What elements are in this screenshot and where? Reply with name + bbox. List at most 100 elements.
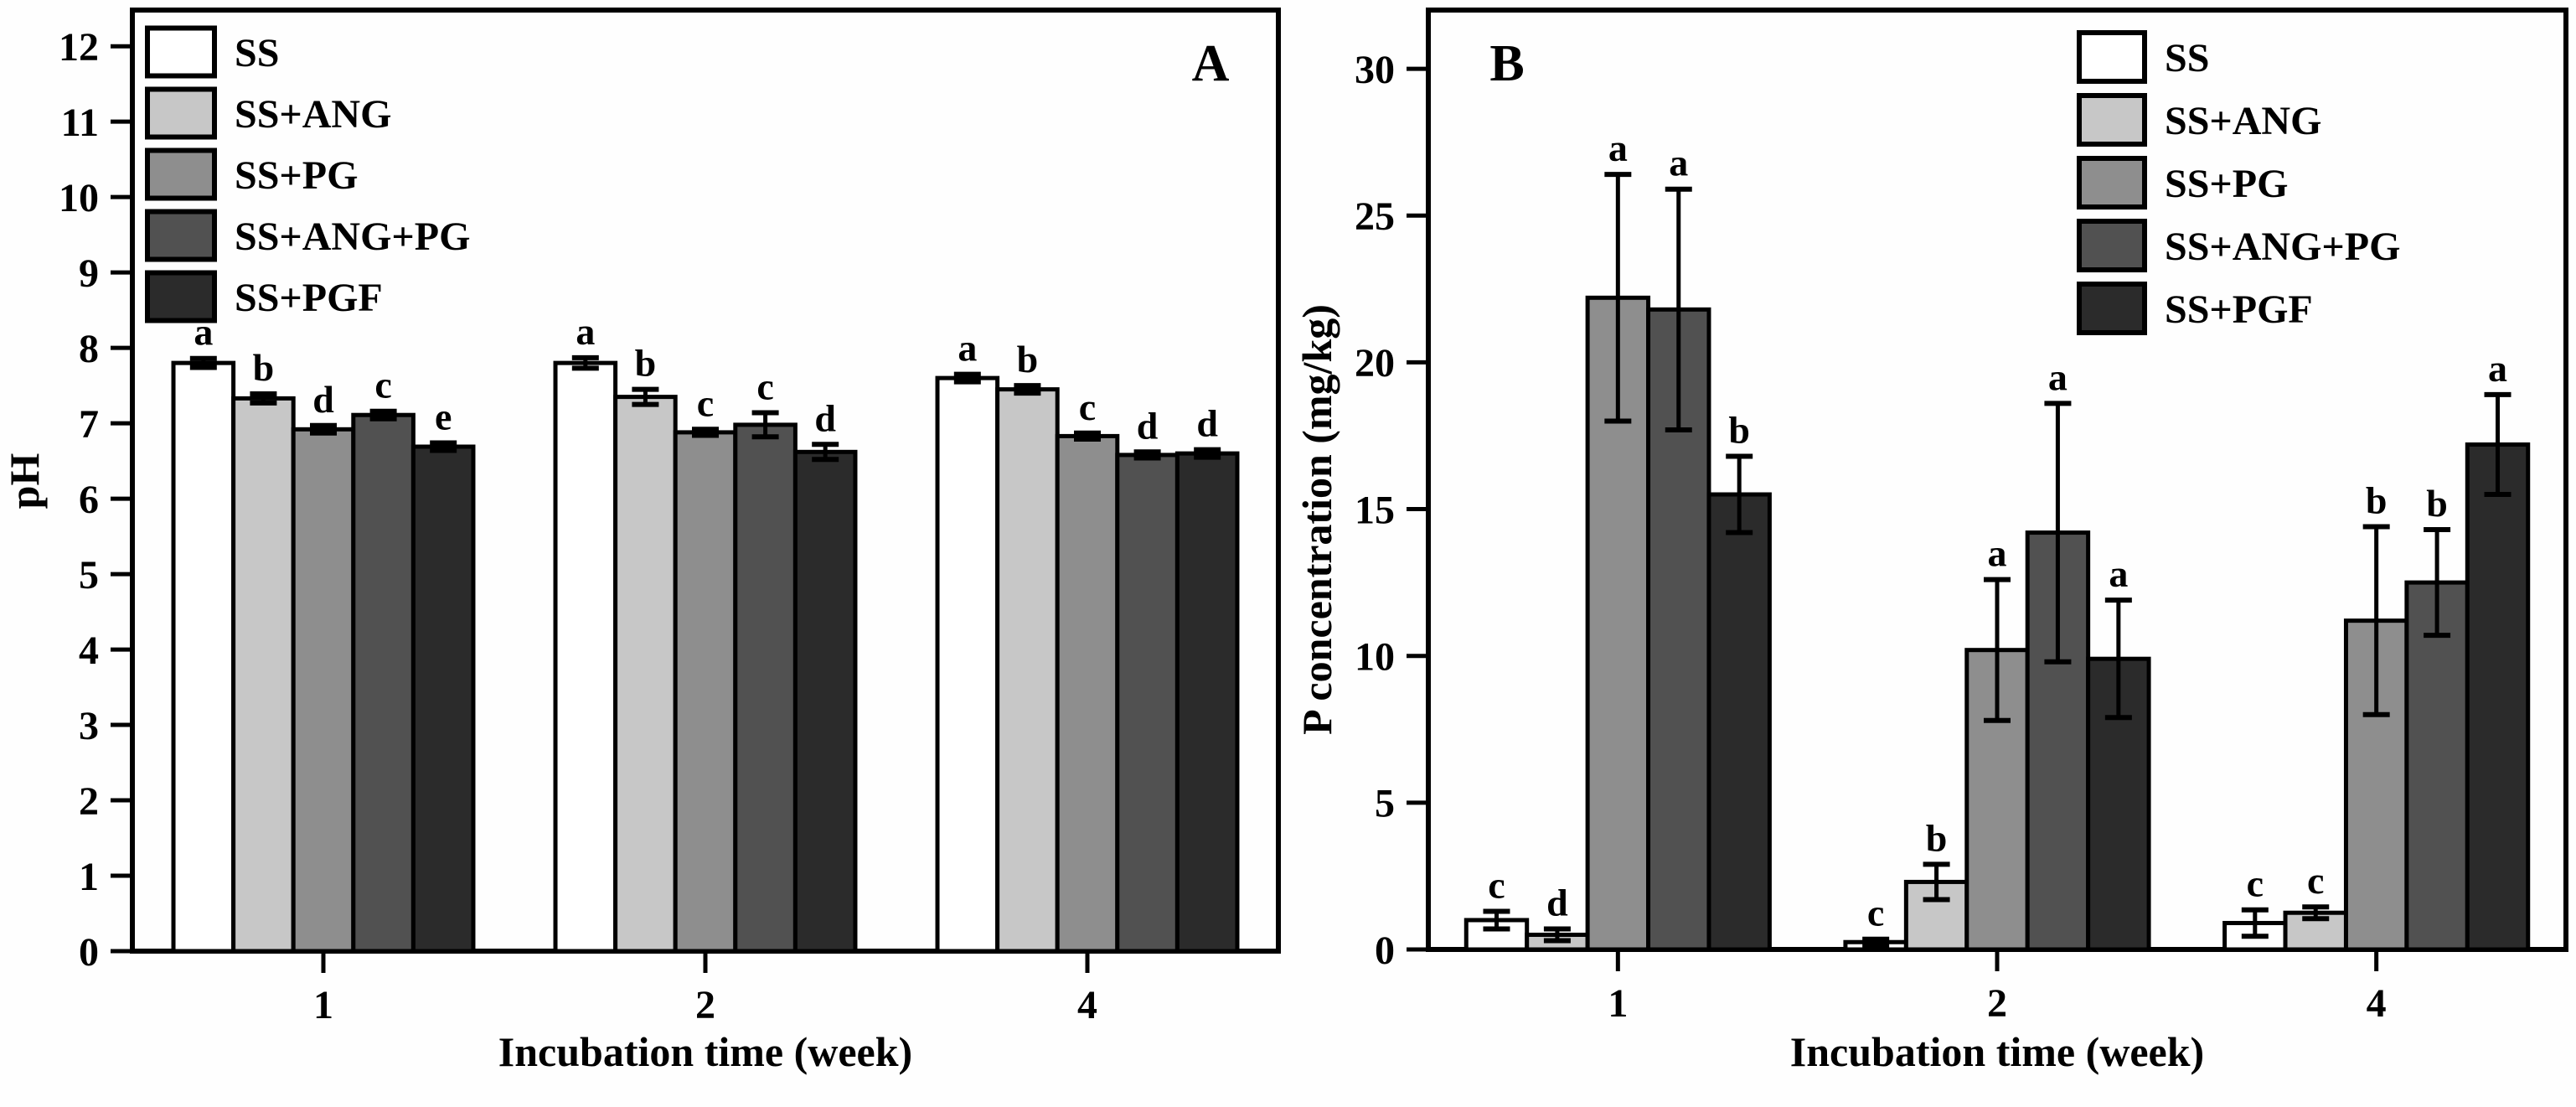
bar xyxy=(351,412,416,954)
bar xyxy=(2465,442,2531,952)
bar xyxy=(2404,580,2470,952)
legend-label: SS+PGF xyxy=(2165,287,2313,332)
x-tick-label: 2 xyxy=(695,983,715,1027)
y-tick-label: 0 xyxy=(1375,929,1395,973)
y-tick-label: 8 xyxy=(79,327,99,371)
significance-letter: c xyxy=(756,365,773,408)
legend-swatch xyxy=(145,209,217,262)
panel-label-b: B xyxy=(1489,35,1524,92)
bar xyxy=(410,444,476,954)
significance-letter: a xyxy=(1988,532,2007,575)
significance-letter: a xyxy=(1669,142,1688,184)
legend-label: SS+ANG+PG xyxy=(235,215,470,259)
legend-item: SS+ANG+PG xyxy=(2077,219,2400,272)
significance-letter: c xyxy=(697,381,714,424)
legend-item: SS+PG xyxy=(2077,156,2288,210)
x-tick-label: 2 xyxy=(1987,981,2007,1026)
bar xyxy=(553,360,618,954)
significance-letter: e xyxy=(435,396,452,438)
panel-label-a: A xyxy=(1192,35,1230,92)
y-tick-label: 5 xyxy=(1375,782,1395,826)
x-axis-title-a: Incubation time (week) xyxy=(498,1028,912,1075)
significance-letter: c xyxy=(2307,859,2324,902)
y-tick-label: 11 xyxy=(61,101,99,145)
legend-swatch xyxy=(145,86,217,140)
legend-item: SS+ANG xyxy=(145,86,391,140)
significance-letter: a xyxy=(2109,552,2128,595)
significance-letter: b xyxy=(253,346,275,389)
y-tick-label: 1 xyxy=(79,855,99,899)
bar xyxy=(1174,451,1240,954)
legend-label: SS+ANG+PG xyxy=(2165,225,2400,269)
significance-letter: d xyxy=(1196,402,1218,445)
legend-swatch xyxy=(2077,219,2147,272)
y-tick-label: 7 xyxy=(79,402,99,447)
significance-letter: b xyxy=(1728,408,1750,451)
y-tick-label: 0 xyxy=(79,930,99,975)
significance-letter: a xyxy=(2488,347,2507,390)
significance-letter: a xyxy=(1608,127,1628,169)
y-tick-label: 5 xyxy=(79,553,99,597)
legend-swatch xyxy=(145,25,217,79)
x-axis-title-b: Incubation time (week) xyxy=(1790,1028,2204,1075)
legend-item: SS xyxy=(2077,30,2209,84)
y-axis-title-a: pH xyxy=(1,453,48,510)
y-axis-title-b: P concentration (mg/kg) xyxy=(1293,304,1340,735)
legend-label: SS+PG xyxy=(2165,162,2288,206)
bar xyxy=(733,422,798,954)
legend-label: SS+ANG xyxy=(2165,99,2321,143)
legend-swatch xyxy=(2077,156,2147,210)
y-tick-label: 12 xyxy=(59,25,99,70)
y-tick-label: 15 xyxy=(1355,488,1395,532)
bar xyxy=(2086,656,2151,952)
legend-label: SS+PG xyxy=(235,153,358,198)
legend-item: SS+PGF xyxy=(145,270,383,323)
significance-letter: d xyxy=(1546,881,1568,923)
x-tick-label: 1 xyxy=(1608,981,1628,1026)
bar xyxy=(792,449,858,954)
y-tick-label: 30 xyxy=(1355,48,1395,92)
bar xyxy=(1706,492,1772,952)
significance-letter: d xyxy=(814,396,836,439)
significance-letter: c xyxy=(2247,862,2264,905)
y-tick-label: 25 xyxy=(1355,194,1395,239)
legend-item: SS+PGF xyxy=(2077,282,2313,335)
legend-label: SS xyxy=(235,31,279,75)
significance-letter: a xyxy=(2048,355,2068,398)
significance-letter: b xyxy=(1017,338,1039,380)
y-tick-label: 9 xyxy=(79,251,99,296)
bar xyxy=(231,396,296,954)
x-tick-label: 4 xyxy=(1077,983,1097,1027)
y-tick-label: 10 xyxy=(1355,634,1395,679)
bar xyxy=(171,360,236,954)
legend-swatch xyxy=(2077,93,2147,147)
legend-label: SS+PGF xyxy=(235,276,383,320)
y-tick-label: 2 xyxy=(79,779,99,824)
significance-letter: b xyxy=(635,342,657,385)
legend-swatch xyxy=(2077,282,2147,335)
bar xyxy=(291,427,356,954)
significance-letter: c xyxy=(374,364,391,406)
legend-label: SS+ANG xyxy=(235,92,391,137)
bar xyxy=(1055,433,1120,954)
significance-letter: b xyxy=(2426,482,2448,525)
significance-letter: b xyxy=(1926,816,1948,859)
legend-item: SS+PG xyxy=(145,147,358,201)
y-tick-label: 3 xyxy=(79,704,99,748)
legend-swatch xyxy=(145,147,217,201)
significance-letter: c xyxy=(1867,892,1884,934)
bar xyxy=(935,375,1000,954)
legend-swatch xyxy=(2077,30,2147,84)
y-tick-label: 20 xyxy=(1355,341,1395,385)
legend-item: SS+ANG xyxy=(2077,93,2321,147)
bar xyxy=(613,395,678,954)
significance-letter: c xyxy=(1488,863,1505,906)
y-tick-label: 10 xyxy=(59,176,99,220)
legend-label: SS xyxy=(2165,36,2209,80)
y-tick-label: 6 xyxy=(79,478,99,522)
